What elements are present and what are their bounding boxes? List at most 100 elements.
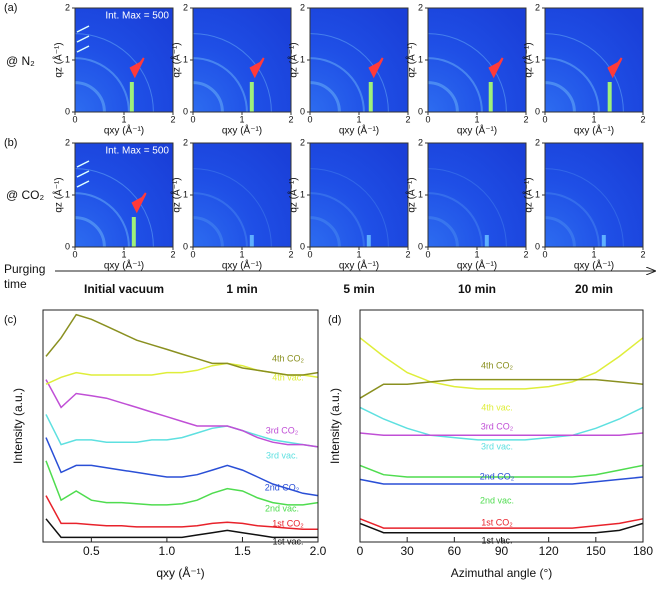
series-label: 3rd CO₂	[266, 425, 299, 435]
giwaxs-image	[428, 143, 526, 247]
y-tick-label: 1	[535, 54, 540, 64]
scattering-ring	[192, 57, 248, 113]
series-label: 1st CO₂	[272, 518, 304, 528]
series-label: 2nd vac.	[480, 495, 514, 505]
y-axis-label: qz (Å⁻¹)	[52, 177, 65, 212]
x-tick-label: 2	[170, 114, 175, 124]
panel-label: (d)	[328, 314, 341, 326]
data-line	[359, 522, 644, 534]
x-tick-label: 1.5	[234, 544, 251, 558]
y-axis-label: qz (Å⁻¹)	[522, 177, 535, 212]
time-label: Initial vacuum	[84, 282, 164, 296]
data-line	[359, 378, 644, 399]
bragg-spot	[76, 25, 90, 33]
giwaxs-image	[193, 143, 291, 247]
x-axis-label: qxy (Å⁻¹)	[222, 124, 262, 137]
giwaxs-image	[75, 8, 173, 112]
bragg-streak	[607, 82, 612, 112]
bragg-streak	[484, 235, 489, 247]
x-tick-label: 120	[539, 544, 559, 558]
y-tick-label: 2	[418, 137, 423, 147]
scattering-ring	[427, 168, 507, 248]
arrow-marker	[488, 57, 504, 79]
x-tick-label: 0.5	[83, 544, 100, 558]
scattering-ring	[74, 57, 130, 113]
scattering-ring	[192, 192, 248, 248]
x-tick-label: 1.0	[159, 544, 176, 558]
data-line	[359, 337, 644, 390]
scattering-ring	[309, 216, 341, 248]
y-tick-label: 2	[183, 2, 188, 12]
bragg-streak	[601, 235, 606, 247]
x-tick-label: 0	[72, 114, 77, 124]
plot-frame	[42, 309, 319, 543]
bragg-streak	[129, 82, 134, 112]
y-tick-label: 2	[300, 137, 305, 147]
row-label: @ N₂	[6, 54, 35, 68]
arrow-marker	[368, 57, 384, 79]
time-label: 20 min	[575, 282, 613, 296]
bragg-spot	[76, 35, 90, 43]
y-axis-label: qz (Å⁻¹)	[52, 42, 65, 77]
scattering-ring	[309, 168, 389, 248]
data-line	[45, 414, 319, 448]
x-tick-label: 0	[307, 249, 312, 259]
y-axis-label: Intensity (a.u.)	[11, 388, 25, 464]
x-tick-label: 2	[640, 249, 645, 259]
scattering-ring	[74, 168, 154, 248]
y-tick-label: 0	[418, 106, 423, 116]
scattering-ring	[309, 57, 365, 113]
panel-label: (a)	[4, 2, 17, 14]
x-tick-label: 0	[425, 249, 430, 259]
scattering-ring	[544, 216, 576, 248]
data-line	[45, 495, 318, 530]
x-tick-label: 2	[405, 114, 410, 124]
y-tick-label: 0	[535, 241, 540, 251]
data-line	[45, 460, 319, 506]
giwaxs-image	[545, 143, 643, 247]
x-tick-label: 0	[307, 114, 312, 124]
y-tick-label: 0	[535, 106, 540, 116]
y-axis-label: qz (Å⁻¹)	[170, 42, 183, 77]
series-label: 3rd vac.	[266, 450, 298, 460]
row-label: @ CO₂	[6, 188, 45, 202]
giwaxs-image	[193, 8, 291, 112]
y-axis-label: Intensity (a.u.)	[328, 388, 342, 464]
x-tick-label: 2	[288, 114, 293, 124]
data-line	[359, 464, 644, 478]
series-label: 4th vac.	[481, 402, 513, 412]
x-tick-label: 2	[288, 249, 293, 259]
bragg-spot	[76, 170, 90, 178]
data-line	[45, 437, 319, 497]
x-axis-label: Azimuthal angle (°)	[451, 566, 553, 580]
x-tick-label: 1	[474, 114, 479, 124]
scattering-ring	[74, 192, 130, 248]
arrow-marker	[249, 57, 265, 79]
y-tick-label: 0	[65, 241, 70, 251]
y-tick-label: 1	[535, 189, 540, 199]
data-line	[45, 313, 319, 376]
x-tick-label: 90	[495, 544, 509, 558]
y-tick-label: 0	[300, 106, 305, 116]
x-tick-label: 1	[239, 249, 244, 259]
y-tick-label: 1	[65, 189, 70, 199]
y-tick-label: 1	[418, 54, 423, 64]
x-tick-label: 0	[190, 249, 195, 259]
y-tick-label: 1	[183, 54, 188, 64]
x-tick-label: 0	[425, 114, 430, 124]
x-tick-label: 1	[356, 249, 361, 259]
x-tick-label: 2	[640, 114, 645, 124]
scattering-ring	[427, 81, 459, 113]
panel-label: (b)	[4, 137, 17, 149]
y-tick-label: 0	[183, 241, 188, 251]
scattering-ring	[309, 33, 389, 113]
y-tick-label: 1	[65, 54, 70, 64]
x-tick-label: 1	[591, 114, 596, 124]
x-axis-label: qxy (Å⁻¹)	[222, 259, 262, 272]
bragg-streak	[249, 82, 254, 112]
x-tick-label: 2	[523, 249, 528, 259]
data-line	[359, 406, 644, 441]
bragg-spot	[76, 45, 90, 53]
intensity-note: Int. Max = 500	[105, 146, 169, 157]
panel-label: (c)	[4, 314, 17, 326]
